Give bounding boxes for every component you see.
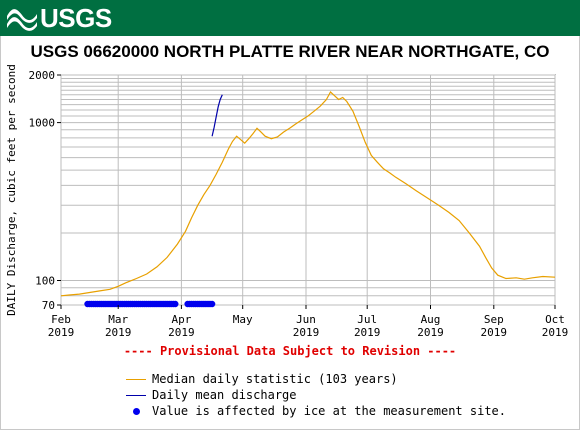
x-tick-month: Sep <box>484 313 504 326</box>
plot-area <box>60 74 556 306</box>
series-daily-mean-line <box>211 94 223 137</box>
series-median-line <box>60 91 556 297</box>
x-tick-month: Feb <box>51 313 71 326</box>
y-tick-label: 2000 <box>29 69 56 82</box>
y-axis-label: DAILY Discharge, cubic feet per second <box>5 64 18 316</box>
x-tick-month: Jun <box>296 313 316 326</box>
usgs-banner: USGS <box>0 0 580 36</box>
ice-markers <box>84 300 216 308</box>
legend-swatch-median <box>124 373 148 385</box>
legend: Median daily statistic (103 years) Daily… <box>124 371 506 419</box>
x-tick-month: Jul <box>357 313 377 326</box>
x-tick-year: 2019 <box>417 326 444 339</box>
legend-item-daily-mean: Daily mean discharge <box>124 387 506 403</box>
grid <box>60 74 556 306</box>
chart-title: USGS 06620000 NORTH PLATTE RIVER NEAR NO… <box>30 42 550 61</box>
legend-item-ice: Value is affected by ice at the measurem… <box>124 403 506 419</box>
legend-label-daily-mean: Daily mean discharge <box>152 388 297 402</box>
x-tick-year: 2019 <box>481 326 508 339</box>
x-tick-month: Mar <box>108 313 128 326</box>
y-tick-label: 100 <box>35 275 55 288</box>
legend-label-ice: Value is affected by ice at the measurem… <box>152 404 507 418</box>
legend-swatch-ice <box>124 405 148 417</box>
x-tick-year: 2019 <box>354 326 381 339</box>
ice-marker <box>172 300 179 308</box>
y-tick-label: 70 <box>42 299 55 312</box>
x-tick-year: 2019 <box>168 326 195 339</box>
ice-marker <box>208 300 216 308</box>
x-tick-month: Oct <box>545 313 565 326</box>
provisional-notice: ---- Provisional Data Subject to Revisio… <box>123 344 457 358</box>
x-tick-month: May <box>233 313 253 326</box>
legend-label-median: Median daily statistic (103 years) <box>152 372 398 386</box>
usgs-logo-text: USGS <box>40 2 112 33</box>
x-tick-year: 2019 <box>542 326 569 339</box>
x-tick-month: Aug <box>421 313 441 326</box>
usgs-logo[interactable]: USGS <box>6 2 112 33</box>
x-tick-year: 2019 <box>48 326 75 339</box>
legend-item-median: Median daily statistic (103 years) <box>124 371 506 387</box>
x-tick-month: Apr <box>171 313 191 326</box>
series-layer <box>60 91 556 297</box>
y-tick-label: 1000 <box>29 117 56 130</box>
usgs-logo-mark-icon <box>7 9 37 31</box>
legend-swatch-daily-mean <box>124 389 148 401</box>
x-tick-year: 2019 <box>293 326 320 339</box>
x-tick-year: 2019 <box>105 326 132 339</box>
